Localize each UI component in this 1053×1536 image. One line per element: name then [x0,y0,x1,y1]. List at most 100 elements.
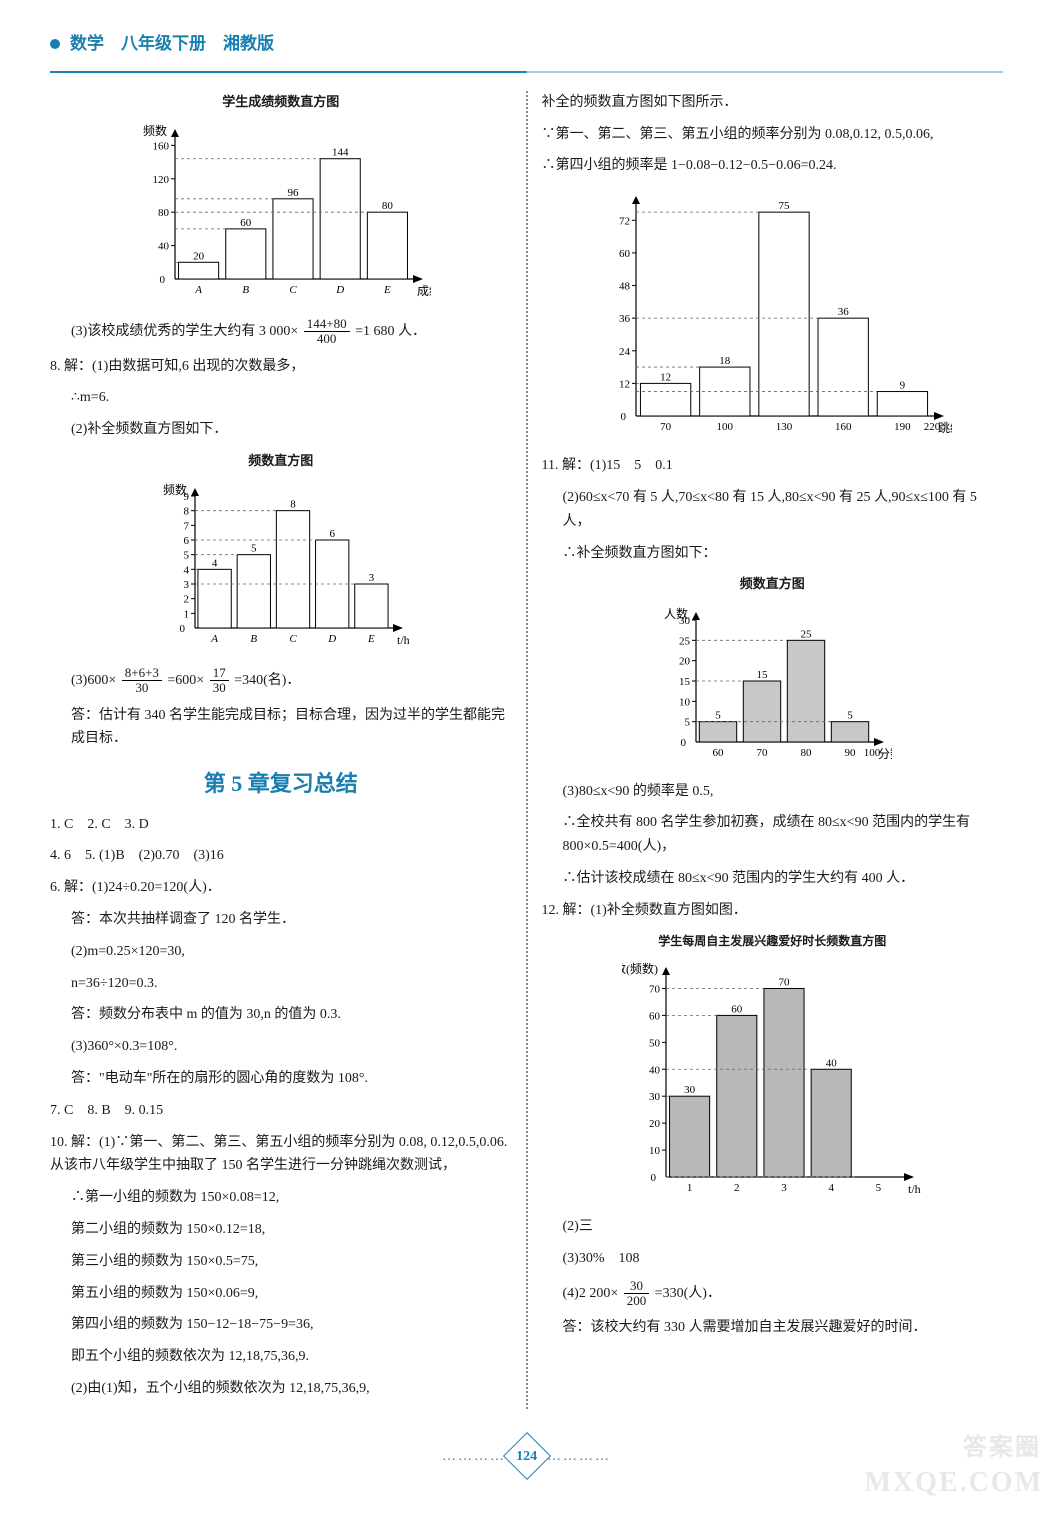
left-column: 学生成绩频数直方图 频数成绩/分0408012016020A60B96C144D… [50,91,512,1409]
text: =340(名)． [234,673,300,688]
svg-text:9: 9 [900,380,906,392]
svg-text:48: 48 [619,281,631,293]
q12-l1: 12. 解：(1)补全频数直方图如图． [542,899,1004,923]
svg-text:0: 0 [159,274,165,286]
svg-text:B: B [250,633,257,645]
text: (3)600× [71,673,116,688]
chart2-title: 频数直方图 [50,450,512,472]
q10-l8: (2)由(1)知，五个小组的频数依次为 12,18,75,36,9, [50,1377,512,1401]
svg-text:4: 4 [829,1182,835,1194]
column-divider [526,91,528,1409]
svg-text:160: 160 [152,140,169,152]
svg-text:D: D [335,284,344,296]
page-footer: ………… 124 ………… [50,1439,1003,1473]
q11-l6: ∴估计该校成绩在 80≤x<90 范围内的学生大约有 400 人． [542,867,1004,891]
svg-text:5: 5 [183,550,189,562]
svg-text:40: 40 [826,1057,838,1069]
q8-answer: 答：估计有 340 名学生能完成目标；目标合理，因为过半的学生都能完成目标． [50,704,512,752]
svg-text:80: 80 [382,200,394,212]
right-column: 补全的频数直方图如下图所示． ∵第一、第二、第三、第五小组的频率分别为 0.08… [542,91,1004,1409]
chart1: 频数成绩/分0408012016020A60B96C144D80E [50,119,512,309]
svg-text:12: 12 [660,372,671,384]
q11-l5: ∴全校共有 800 名学生参加初赛，成绩在 80≤x<90 范围内的学生有 80… [542,811,1004,859]
svg-text:130: 130 [776,421,793,433]
q11-l1: 11. 解：(1)15 5 0.1 [542,454,1004,478]
q7-part3: (3)该校成绩优秀的学生大约有 3 000× 144+80 400 =1 680… [50,317,512,347]
svg-text:70: 70 [757,747,769,759]
svg-text:75: 75 [779,200,791,212]
svg-text:100: 100 [717,421,734,433]
chart5: 人数(频数)t/h0102030405060703016027034045 [542,957,1004,1207]
svg-text:E: E [383,284,391,296]
q10-l6: 第四小组的频数为 150−12−18−75−9=36, [50,1313,512,1337]
svg-text:100: 100 [864,747,881,759]
q11-l3: ∴补全频数直方图如下： [542,542,1004,566]
q8-line3: (2)补全频数直方图如下． [50,418,512,442]
q6-l6: (3)360°×0.3=108°. [50,1035,512,1059]
svg-text:0: 0 [651,1172,657,1184]
r-l2: ∵第一、第二、第三、第五小组的频率分别为 0.08,0.12, 0.5,0.06… [542,123,1004,147]
svg-text:24: 24 [619,346,631,358]
svg-text:20: 20 [649,1118,661,1130]
svg-text:15: 15 [757,669,769,681]
svg-text:20: 20 [193,250,205,262]
svg-text:5: 5 [251,543,257,555]
svg-text:12: 12 [619,379,630,391]
q6-l1: 6. 解：(1)24÷0.20=120(人)． [50,876,512,900]
page-header-title: 数学 八年级下册 湘教版 [70,30,274,59]
svg-text:40: 40 [158,241,170,253]
q6-l2: 答：本次共抽样调查了 120 名学生． [50,908,512,932]
text: =600× [167,673,204,688]
svg-text:D: D [327,633,336,645]
q10-l5: 第五小组的频数为 150×0.06=9, [50,1282,512,1306]
svg-text:60: 60 [732,1003,744,1015]
svg-text:20: 20 [679,655,691,667]
fraction: 17 30 [210,666,229,696]
svg-text:1: 1 [183,608,189,620]
footer-dots-left: ………… [442,1449,506,1464]
svg-text:30: 30 [679,615,691,627]
svg-text:3: 3 [782,1182,788,1194]
svg-text:10: 10 [679,696,691,708]
svg-text:1: 1 [687,1182,693,1194]
fraction: 144+80 400 [304,317,350,347]
svg-text:80: 80 [158,207,170,219]
svg-text:0: 0 [179,623,185,635]
svg-text:25: 25 [801,628,813,640]
answers-7to9: 7. C 8. B 9. 0.15 [50,1099,512,1123]
svg-text:50: 50 [649,1037,661,1049]
page-number-badge: 124 [502,1432,550,1480]
svg-text:6: 6 [329,528,335,540]
svg-text:频数: 频数 [143,123,167,138]
svg-text:36: 36 [619,313,631,325]
svg-text:5: 5 [848,709,854,721]
svg-text:36: 36 [838,306,850,318]
svg-text:96: 96 [287,187,299,199]
q12-l4: (4)2 200× 30 200 =330(人)． [542,1279,1004,1309]
text: (3)该校成绩优秀的学生大约有 3 000× [71,324,298,339]
svg-text:70: 70 [649,983,661,995]
fraction: 8+6+3 30 [122,666,162,696]
svg-text:t/h: t/h [908,1182,921,1196]
svg-text:30: 30 [649,1091,661,1103]
svg-text:E: E [367,633,375,645]
q12-l2: (2)三 [542,1215,1004,1239]
svg-text:C: C [289,284,297,296]
chart3: 跳绳次数012243648607212701810075130361609190… [542,186,1004,446]
svg-text:4: 4 [212,557,218,569]
svg-text:0: 0 [621,411,627,423]
text: =1 680 人． [355,324,426,339]
svg-text:144: 144 [332,147,349,159]
q11-l4: (3)80≤x<90 的频率是 0.5, [542,780,1004,804]
svg-text:10: 10 [649,1145,661,1157]
q11-l2: (2)60≤x<70 有 5 人,70≤x<80 有 15 人,80≤x<90 … [542,486,1004,534]
q10-l4: 第三小组的频数为 150×0.5=75, [50,1250,512,1274]
fraction: 30 200 [624,1279,650,1309]
svg-text:120: 120 [152,174,169,186]
svg-text:人数(频数): 人数(频数) [622,961,658,976]
header-rule [50,71,1003,73]
svg-text:C: C [289,633,297,645]
svg-text:5: 5 [685,716,691,728]
svg-text:25: 25 [679,635,691,647]
svg-text:72: 72 [619,216,630,228]
